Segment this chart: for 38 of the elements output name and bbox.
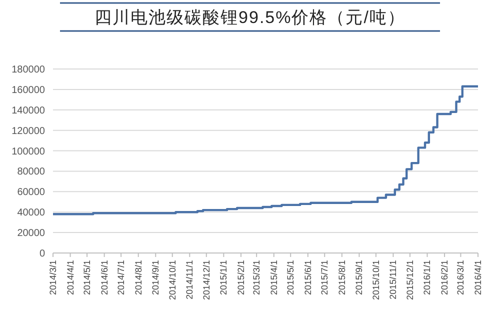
x-tick-label: 2014/7/1	[116, 260, 126, 296]
x-tick-label: 2014/11/1	[184, 260, 195, 300]
x-tick-label: 2015/11/1	[388, 260, 398, 300]
x-tick-label: 2014/9/1	[150, 260, 161, 296]
y-tick-label: 140000	[12, 105, 46, 116]
y-tick-label: 180000	[12, 64, 46, 76]
y-tick-label: 20000	[17, 228, 46, 240]
x-tick-label: 2015/4/1	[268, 260, 279, 296]
x-tick-label: 2015/8/1	[336, 260, 347, 296]
x-tick-label: 2015/7/1	[320, 260, 330, 296]
x-tick-label: 2014/5/1	[82, 260, 92, 296]
x-tick-label: 2014/10/1	[167, 260, 178, 300]
x-tick-label: 2014/8/1	[133, 260, 144, 296]
x-tick-label: 2014/6/1	[99, 260, 110, 296]
title: 四川电池级碳酸锂99.5%价格（元/吨）	[60, 2, 440, 32]
x-tick-label: 2015/9/1	[354, 260, 364, 296]
x-tick-label: 2015/10/1	[370, 260, 381, 300]
y-tick-label: 120000	[12, 126, 46, 137]
x-tick-label: 2015/1/1	[218, 260, 229, 296]
y-tick-label: 60000	[17, 187, 46, 198]
x-tick-label: 2016/3/1	[456, 260, 466, 296]
x-tick-label: 2016/2/1	[440, 260, 450, 296]
y-tick-label: 80000	[17, 166, 46, 178]
y-tick-label: 100000	[12, 146, 46, 158]
x-tick-label: 2015/3/1	[252, 260, 262, 296]
x-tick-label: 2015/2/1	[236, 260, 246, 296]
x-tick-label: 2014/4/1	[65, 260, 76, 296]
y-tick-label: 40000	[17, 208, 46, 219]
x-tick-label: 2015/12/1	[404, 260, 415, 300]
x-tick-label: 2016/4/1	[473, 260, 483, 296]
y-tick-label: 160000	[12, 84, 46, 96]
y-tick-label: 0	[39, 248, 46, 260]
x-tick-label: 2014/3/1	[48, 260, 58, 296]
x-tick-label: 2015/6/1	[302, 260, 313, 296]
x-tick-label: 2014/12/1	[201, 260, 212, 300]
x-tick-label: 2016/1/1	[422, 260, 432, 296]
x-tick-label: 2015/5/1	[286, 260, 296, 296]
chart-title: 四川电池级碳酸锂99.5%价格（元/吨）	[94, 8, 406, 27]
